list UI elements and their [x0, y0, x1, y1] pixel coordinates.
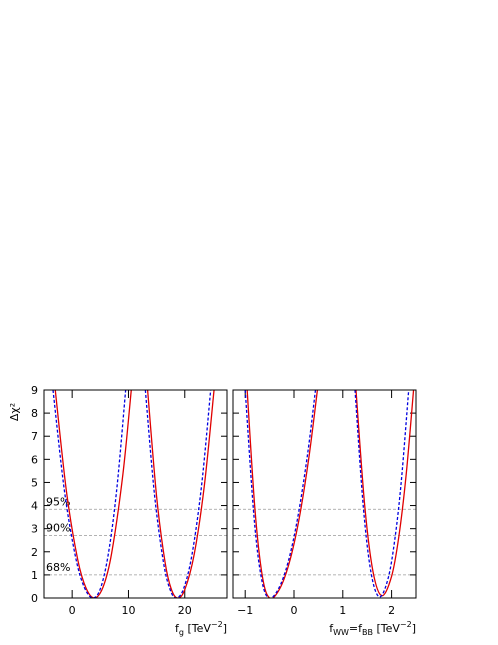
x-axis-label-part: g: [179, 628, 184, 637]
x-axis-label-part: WW: [333, 628, 349, 637]
x-axis-label-part: −2: [400, 620, 412, 629]
curve: [354, 390, 410, 598]
x-tick-label: 0: [69, 604, 76, 617]
curve: [246, 390, 319, 598]
y-tick-label: 1: [31, 569, 38, 582]
x-axis-label-part: BB: [362, 628, 373, 637]
x-axis-label-part: [TeV: [184, 622, 211, 635]
y-tick-label: 2: [31, 546, 38, 559]
plot-frame: [43, 389, 228, 599]
x-tick-label: 10: [121, 604, 135, 617]
x-axis-label-part: =f: [349, 622, 363, 635]
curve: [144, 390, 212, 598]
reference-label: 95%: [46, 495, 70, 508]
curve: [146, 390, 215, 598]
x-tick-label: 0: [291, 604, 298, 617]
x-axis-label-part: ]: [412, 622, 416, 635]
y-tick-label: 3: [31, 523, 38, 536]
curve: [54, 390, 132, 598]
y-tick-label: 4: [31, 500, 38, 513]
y-tick-label: 8: [31, 407, 38, 420]
x-axis-label: fg [TeV−2]: [175, 620, 227, 637]
reference-label: 90%: [46, 521, 70, 534]
reference-label: 68%: [46, 561, 70, 574]
y-axis-label: Δχ²: [8, 403, 21, 421]
x-axis-label-part: ]: [223, 622, 227, 635]
x-axis-label-part: f: [329, 622, 334, 635]
plot-frame: [232, 389, 417, 599]
curve: [355, 390, 415, 597]
x-axis-label-part: −2: [211, 620, 223, 629]
y-tick-label: 0: [31, 592, 38, 605]
x-tick-label: −1: [237, 604, 253, 617]
x-axis-label: fWW=fBB [TeV−2]: [329, 620, 416, 637]
y-tick-label: 7: [31, 430, 38, 443]
y-tick-label: 9: [31, 384, 38, 397]
x-tick-label: 20: [178, 604, 192, 617]
x-tick-label: 2: [388, 604, 395, 617]
curve: [244, 390, 317, 598]
x-axis-label-part: f: [175, 622, 180, 635]
x-tick-label: 1: [339, 604, 346, 617]
y-tick-label: 6: [31, 453, 38, 466]
y-tick-label: 5: [31, 476, 38, 489]
x-axis-label-part: [TeV: [373, 622, 400, 635]
